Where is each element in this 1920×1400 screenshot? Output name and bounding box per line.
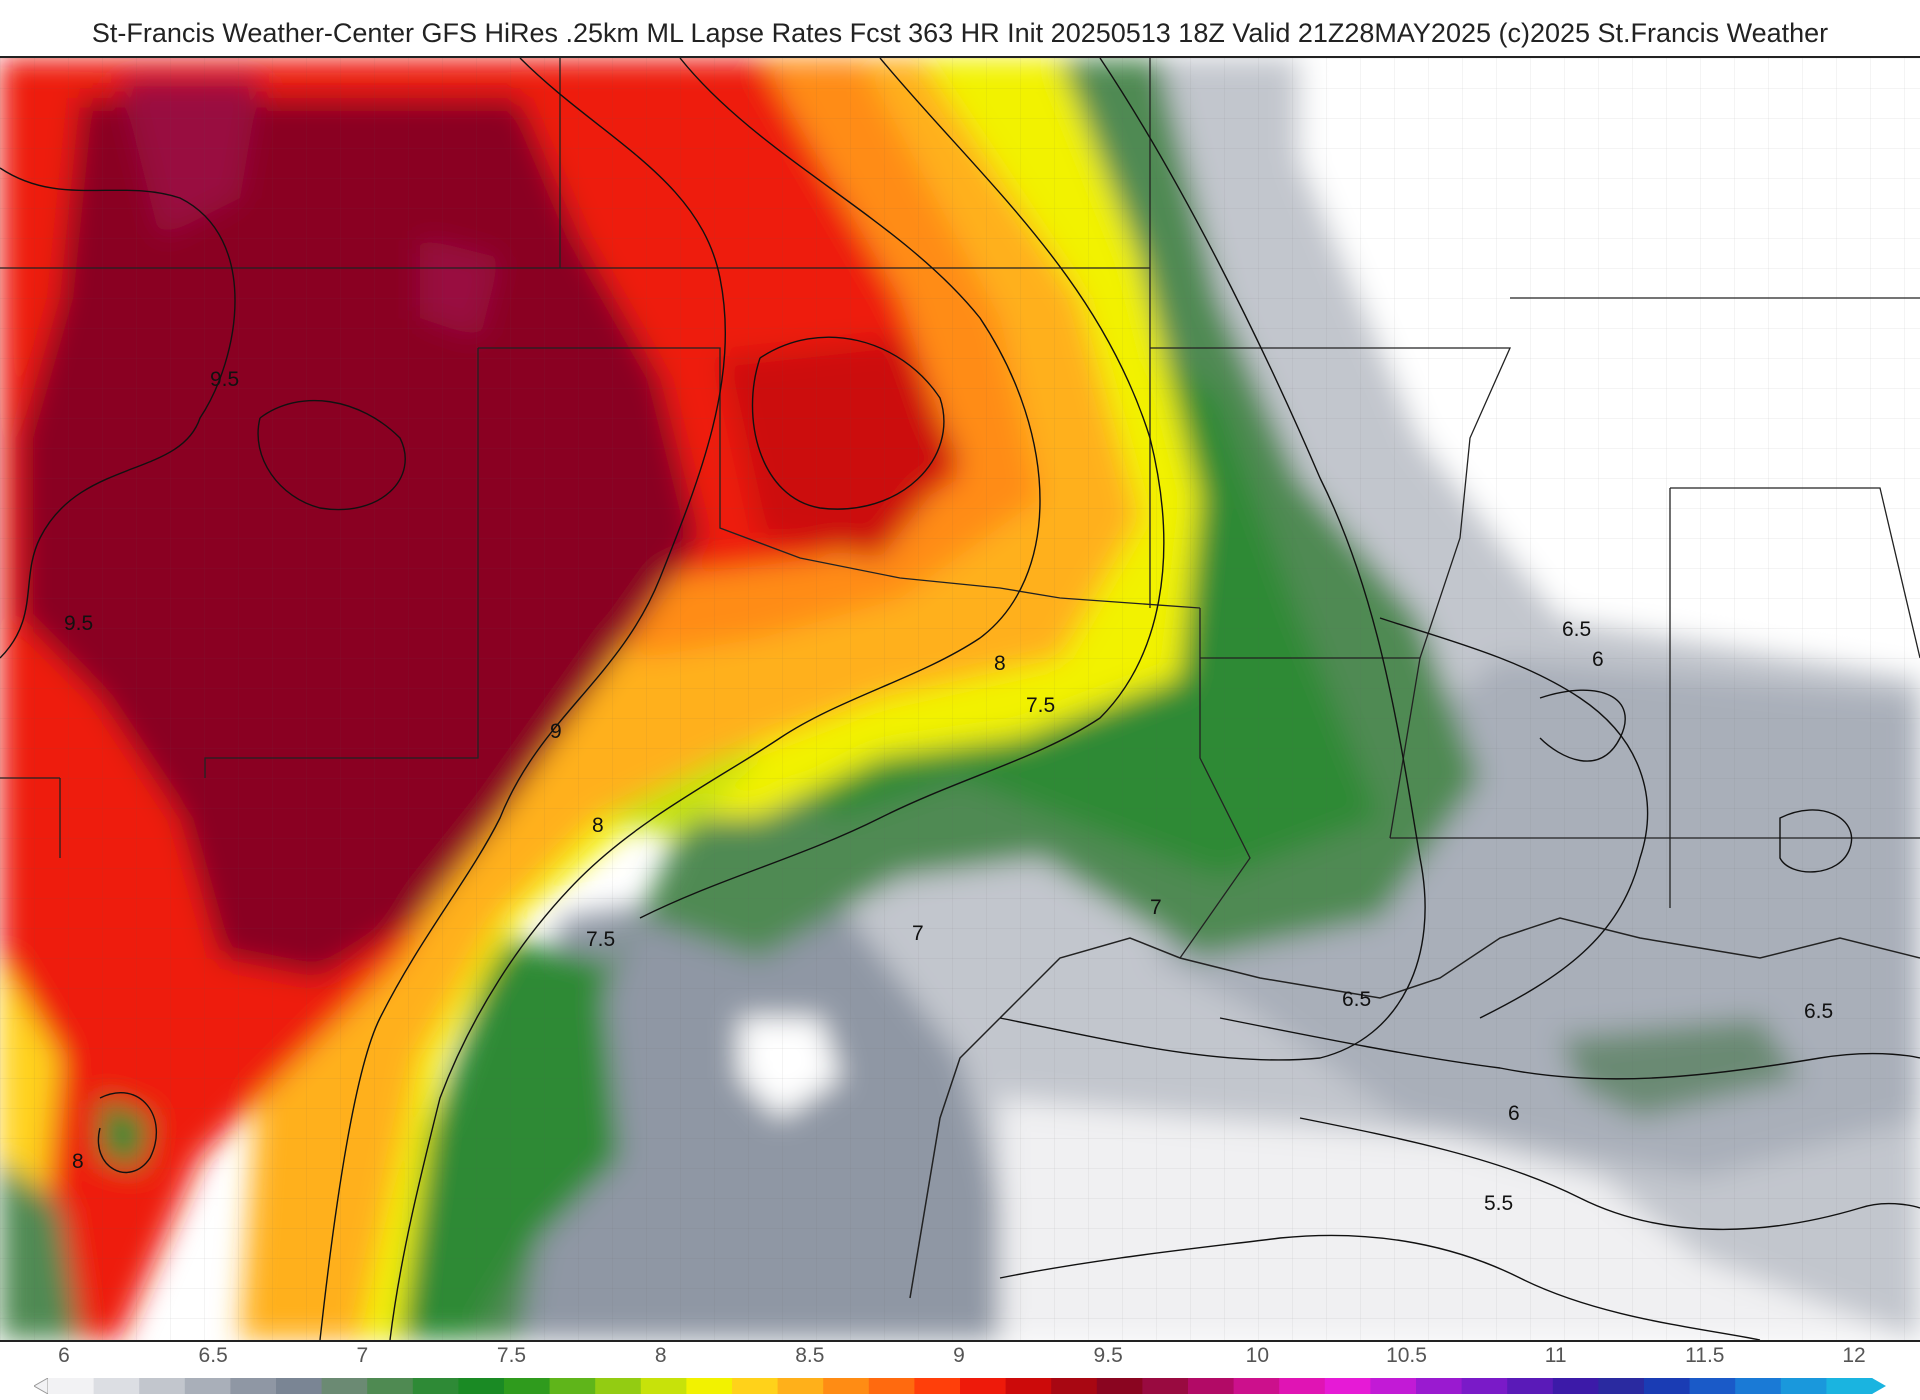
contour-label: 6 <box>1508 1102 1520 1125</box>
contour-label: 8 <box>994 652 1006 675</box>
legend-swatch <box>1279 1378 1326 1394</box>
contour-label: 6.5 <box>1562 618 1591 641</box>
legend-tick-label: 11 <box>1544 1344 1567 1367</box>
legend-swatch <box>868 1378 915 1394</box>
legend-swatch <box>184 1378 231 1394</box>
legend-swatch <box>1051 1378 1098 1394</box>
legend-swatch <box>960 1378 1007 1394</box>
contour-label: 9 <box>550 720 562 743</box>
color-legend: 6 6.5 7 7.5 8 8.5 9 9.5 10 10.5 11 11.5 12 <box>0 1342 1920 1400</box>
contour-label: 5.5 <box>1484 1192 1513 1215</box>
contour-label: 7.5 <box>1026 694 1055 717</box>
coastline <box>909 917 1920 1299</box>
contour-label: 7.5 <box>586 928 615 951</box>
legend-tick-label: 7 <box>356 1344 369 1367</box>
legend-swatch <box>321 1378 368 1394</box>
legend-tick-label: 8.5 <box>795 1344 825 1367</box>
legend-swatch <box>1233 1378 1280 1394</box>
contour-label: 6.5 <box>1804 1000 1833 1023</box>
legend-swatch <box>1324 1378 1371 1394</box>
contour-label: 9.5 <box>210 368 239 391</box>
contour-label: 8 <box>72 1150 84 1173</box>
legend-swatch <box>367 1378 414 1394</box>
legend-tick-label: 11.5 <box>1685 1344 1725 1367</box>
contour-label: 7 <box>1150 896 1162 919</box>
legend-swatch <box>1644 1378 1691 1394</box>
contour-label: 6.5 <box>1342 988 1371 1011</box>
contour-label: 8 <box>592 814 604 837</box>
legend-tick-label: 10 <box>1245 1344 1270 1367</box>
contour-label: 7 <box>912 922 924 945</box>
legend-swatch <box>732 1378 779 1394</box>
legend-swatch <box>139 1378 186 1394</box>
legend-swatch <box>1005 1378 1052 1394</box>
legend-swatch <box>1826 1378 1873 1394</box>
legend-swatch <box>276 1378 323 1394</box>
legend-swatch <box>914 1378 961 1394</box>
legend-swatch <box>823 1378 870 1394</box>
legend-arrow-low <box>34 1378 49 1394</box>
legend-tick-label: 6 <box>58 1344 70 1367</box>
legend-tick-label: 10.5 <box>1386 1344 1427 1367</box>
legend-swatch <box>48 1378 95 1394</box>
legend-swatch <box>1507 1378 1554 1394</box>
legend-swatch <box>686 1378 733 1394</box>
legend-swatch <box>458 1378 505 1394</box>
legend-swatch <box>777 1378 824 1394</box>
legend-swatch <box>412 1378 459 1394</box>
state-boundaries <box>0 58 1920 959</box>
legend-swatch <box>1461 1378 1508 1394</box>
legend-tick-label: 12 <box>1842 1344 1866 1367</box>
legend-tick-label: 7.5 <box>496 1344 527 1367</box>
map-title: St-Francis Weather-Center GFS HiRes .25k… <box>91 18 1829 48</box>
legend-swatch <box>1142 1378 1189 1394</box>
legend-swatch <box>1735 1378 1782 1394</box>
contour-label: 9.5 <box>64 612 93 635</box>
lapse-rate-map: 9.5 9.5 9 8 7.5 8 7.5 7 7 6.5 6 6.5 6.5 … <box>0 56 1920 1342</box>
legend-swatch <box>93 1378 140 1394</box>
legend-swatch <box>1416 1378 1463 1394</box>
legend-tick-label: 8 <box>654 1344 667 1367</box>
legend-swatch <box>504 1378 551 1394</box>
legend-swatch <box>549 1378 596 1394</box>
legend-swatch <box>1096 1378 1143 1394</box>
legend-colorbar <box>34 1378 1886 1394</box>
legend-swatch <box>1370 1378 1417 1394</box>
legend-swatch <box>1598 1378 1645 1394</box>
contour-labels: 9.5 9.5 9 8 7.5 8 7.5 7 7 6.5 6 6.5 6.5 … <box>64 368 1833 1215</box>
legend-swatch <box>595 1378 642 1394</box>
legend-swatch <box>1188 1378 1235 1394</box>
legend-tick-label: 6.5 <box>198 1344 228 1367</box>
legend-swatch <box>230 1378 277 1394</box>
legend-swatch <box>1689 1378 1736 1394</box>
legend-swatch <box>640 1378 687 1394</box>
legend-arrow-high <box>1872 1378 1886 1394</box>
contour-label: 6 <box>1592 648 1604 671</box>
legend-swatch <box>1780 1378 1827 1394</box>
legend-swatch <box>1552 1378 1599 1394</box>
legend-tick-label: 9.5 <box>1093 1344 1123 1367</box>
lapse-rate-shading <box>0 58 1920 1340</box>
legend-tick-label: 9 <box>953 1344 965 1367</box>
contour-lines <box>0 58 1920 1340</box>
